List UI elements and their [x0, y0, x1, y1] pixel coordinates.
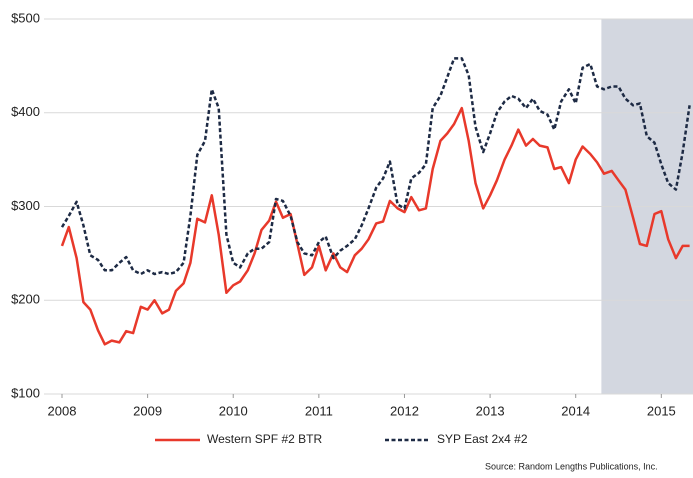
- legend-label: Western SPF #2 BTR: [207, 432, 322, 446]
- series-line: [60, 106, 690, 346]
- source-note: Source: Random Lengths Publications, Inc…: [485, 461, 658, 471]
- x-tick-label: 2012: [390, 403, 419, 418]
- x-tick-label: 2013: [476, 403, 505, 418]
- series-line: [60, 57, 691, 276]
- x-tick-label: 2011: [305, 403, 333, 418]
- x-tick-label: 2010: [219, 403, 248, 418]
- y-tick-label: $300: [11, 198, 40, 213]
- y-tick-label: $100: [11, 385, 40, 400]
- y-tick-label: $200: [11, 292, 40, 307]
- x-tick-label: 2009: [133, 403, 162, 418]
- x-tick-label: 2015: [647, 403, 676, 418]
- y-tick-label: $500: [11, 10, 40, 25]
- legend-label: SYP East 2x4 #2: [437, 432, 528, 446]
- x-tick-label: 2008: [48, 403, 77, 418]
- y-tick-label: $400: [11, 104, 40, 119]
- x-tick-label: 2014: [561, 403, 590, 418]
